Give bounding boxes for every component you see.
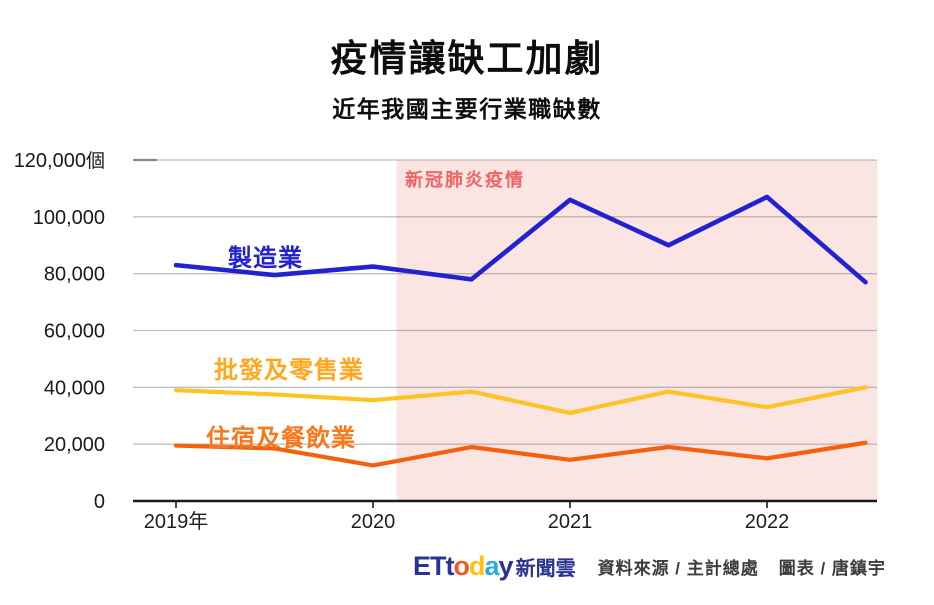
- chart-subtitle: 近年我國主要行業職缺數: [332, 96, 602, 122]
- ettoday-logo: ETtoday 新聞雲: [413, 551, 576, 582]
- logo-letter: T: [430, 551, 446, 581]
- logo-letter: o: [453, 551, 470, 581]
- logo-letter: t: [445, 551, 455, 581]
- y-tick-label: 40,000: [44, 377, 105, 399]
- series-label-wholesale-retail: 批發及零售業: [214, 357, 364, 384]
- y-tick-label: 120,000個: [14, 150, 105, 172]
- logo-letter: a: [484, 551, 500, 581]
- x-tick-label: 2019年: [144, 510, 209, 533]
- logo-letter: y: [498, 551, 514, 581]
- series-label-accommodation-food: 住宿及餐飲業: [206, 425, 356, 452]
- footer: ETtoday 新聞雲 資料來源 / 主計總處 圖表 / 唐鎮宇: [413, 551, 886, 582]
- y-tick-label: 0: [94, 491, 105, 513]
- logo-letter: E: [413, 551, 431, 581]
- data-source: 資料來源 / 主計總處: [597, 559, 759, 578]
- series-line-0: [173, 194, 868, 285]
- ettoday-logo-suffix: 新聞雲: [515, 558, 576, 580]
- y-tick-label: 100,000: [33, 207, 105, 229]
- x-tick-label: 2022: [745, 511, 790, 533]
- logo-letter: d: [469, 551, 485, 581]
- series-label-manufacturing: 製造業: [228, 245, 303, 272]
- y-tick-label: 80,000: [44, 264, 105, 286]
- covid-region-label: 新冠肺炎疫情: [405, 170, 525, 190]
- chart-credit: 圖表 / 唐鎮宇: [778, 559, 886, 578]
- chart-title: 疫情讓缺工加劇: [330, 38, 604, 79]
- covid-region: [396, 160, 878, 501]
- ettoday-logo-wordmark: ETtoday: [413, 551, 514, 582]
- x-tick-label: 2020: [351, 511, 396, 533]
- series-line-2: [173, 440, 868, 468]
- x-tick-label: 2021: [548, 511, 593, 533]
- series-line-1: [173, 385, 868, 416]
- y-tick-label: 60,000: [44, 321, 105, 343]
- y-tick-label: 20,000: [44, 434, 105, 456]
